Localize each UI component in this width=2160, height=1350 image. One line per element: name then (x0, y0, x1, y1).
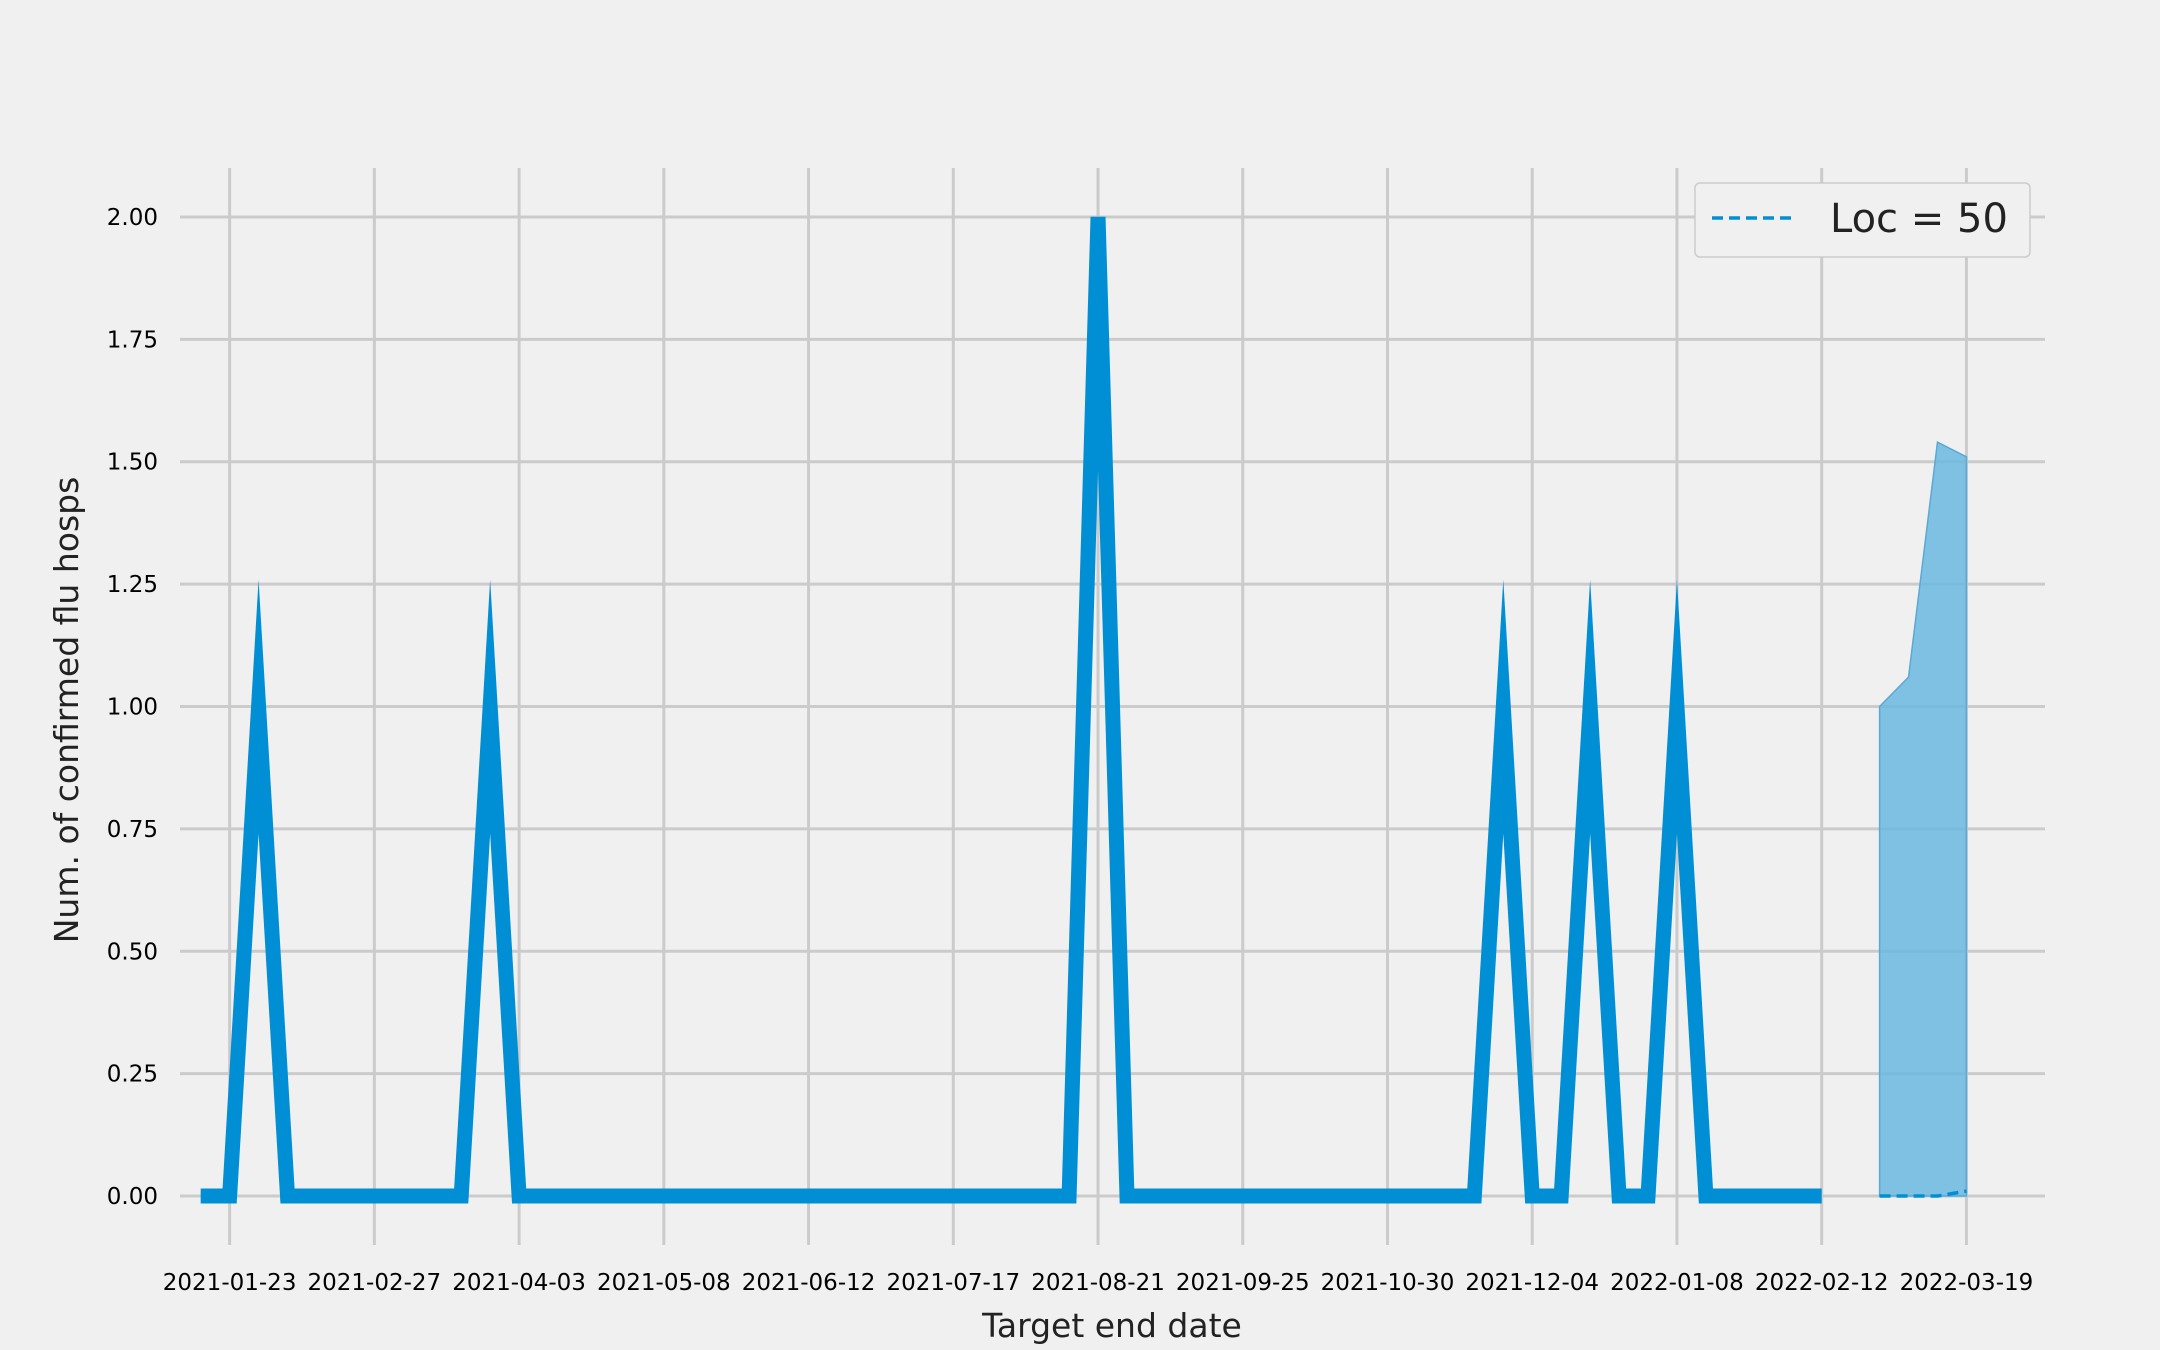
x-tick-label: 2021-06-12 (742, 1270, 876, 1296)
x-tick-label: 2021-09-25 (1176, 1270, 1310, 1296)
legend-label: Loc = 50 (1830, 196, 2008, 242)
x-tick-label: 2021-07-17 (886, 1270, 1020, 1296)
y-tick-label: 0.00 (107, 1184, 158, 1210)
y-tick-label: 1.75 (107, 327, 158, 353)
x-tick-label: 2021-05-08 (597, 1270, 731, 1296)
x-tick-label: 2021-08-21 (1031, 1270, 1165, 1296)
x-tick-label: 2021-12-04 (1465, 1270, 1599, 1296)
y-tick-label: 2.00 (107, 205, 158, 231)
x-tick-label: 2022-03-19 (1900, 1270, 2034, 1296)
x-tick-label: 2022-02-12 (1755, 1270, 1889, 1296)
y-tick-label: 1.25 (107, 572, 158, 598)
x-tick-label: 2022-01-08 (1610, 1270, 1744, 1296)
y-tick-label: 0.25 (107, 1062, 158, 1088)
tick-labels: 0.00 0.25 0.50 0.75 1.00 1.25 1.50 1.75 2.00 2021… (107, 205, 2033, 1296)
x-tick-label: 2021-02-27 (308, 1270, 442, 1296)
y-tick-label: 0.75 (107, 817, 158, 843)
x-tick-label: 2021-01-23 (163, 1270, 297, 1296)
x-tick-label: 2021-04-03 (452, 1270, 586, 1296)
x-axis-label: Target end date (981, 1306, 1242, 1345)
y-tick-label: 1.00 (107, 695, 158, 721)
y-tick-label: 1.50 (107, 450, 158, 476)
forecast-median-line (1879, 1189, 1967, 1198)
legend: Loc = 50 (1694, 182, 2031, 258)
y-axis-label: Num. of confirmed flu hosps (47, 477, 86, 944)
x-tick-label: 2021-10-30 (1321, 1270, 1455, 1296)
observed-series-line (200, 216, 1822, 1204)
series-layer (200, 216, 1967, 1204)
legend-box (1694, 182, 2031, 258)
y-tick-label: 0.50 (107, 939, 158, 965)
